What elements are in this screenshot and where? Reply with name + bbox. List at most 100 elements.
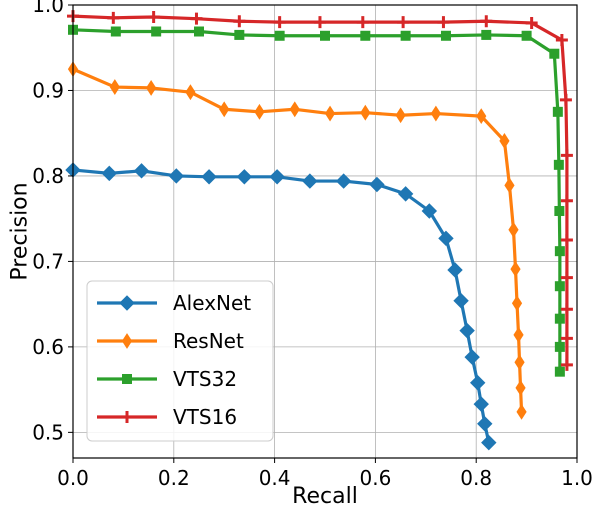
alexnet-point — [453, 293, 469, 309]
vts32-point — [553, 159, 564, 170]
vts16-point — [190, 12, 203, 25]
y-axis-label: Precision — [8, 182, 33, 280]
resnet-point — [185, 84, 196, 101]
alexnet-point — [201, 169, 217, 185]
vts16-point — [555, 34, 568, 47]
legend-label-resnet: ResNet — [173, 329, 244, 353]
x-tick-label: 0.0 — [57, 466, 89, 490]
legend-label-vts32: VTS32 — [173, 367, 237, 391]
vts32-point — [481, 29, 492, 40]
y-tick-label: 0.6 — [32, 335, 64, 359]
legend-box — [86, 280, 274, 442]
resnet-point — [508, 221, 519, 238]
resnet-point — [499, 132, 510, 149]
vts16-point — [560, 358, 573, 371]
resnet-point — [510, 261, 521, 278]
alexnet-point — [302, 173, 318, 189]
vts16-point — [560, 271, 573, 284]
resnet-point — [109, 79, 120, 95]
vts32-point — [554, 341, 565, 352]
alexnet-point — [269, 169, 285, 185]
vts32-point — [554, 366, 565, 377]
vts32-point — [360, 30, 371, 41]
vts16-point — [560, 303, 573, 316]
legend-label-vts16: VTS16 — [173, 405, 237, 429]
resnet-point — [504, 177, 515, 194]
x-tick-label: 0.4 — [259, 466, 291, 490]
alexnet-point — [335, 173, 352, 189]
y-tick-label: 0.9 — [32, 78, 64, 102]
x-tick-label: 1.0 — [561, 466, 593, 490]
resnet-point — [360, 104, 371, 121]
alexnet-point — [477, 416, 493, 432]
plot-frame — [72, 4, 578, 459]
vts32-point — [552, 106, 563, 117]
vts32-point — [274, 30, 285, 41]
series-resnet — [67, 61, 527, 420]
vts16-point — [560, 332, 573, 345]
x-tick-label: 0.8 — [460, 466, 492, 490]
vts32-point — [554, 205, 565, 216]
vts16-point — [437, 16, 450, 29]
axis-ticks: 0.0 0.2 0.4 0.6 0.8 1.0 0.5 0.6 0.7 0.8 0.9 1.0 — [32, 0, 593, 490]
vts32-point — [400, 30, 411, 41]
vts32-point — [554, 313, 565, 324]
resnet-point — [513, 326, 524, 343]
vts16-point — [273, 16, 286, 29]
legend-items: AlexNet ResNet VTS32 VTS16 — [97, 291, 251, 429]
resnet-point — [511, 295, 523, 312]
alexnet-point — [133, 163, 150, 179]
y-tick-label: 0.8 — [32, 164, 64, 188]
resnet-point — [395, 107, 406, 124]
resnet-point — [146, 79, 157, 96]
legend: AlexNet ResNet VTS32 VTS16 — [86, 280, 274, 442]
legend-item-vts32: VTS32 — [97, 367, 237, 391]
legend-item-resnet: ResNet — [97, 329, 244, 353]
vts16-point — [560, 234, 573, 247]
alexnet-point — [421, 203, 438, 219]
y-tick-label: 0.7 — [32, 249, 64, 273]
alexnet-point — [470, 375, 486, 391]
vts16-point — [313, 16, 326, 29]
legend-marker-vts16 — [121, 411, 133, 423]
vts32-point — [320, 30, 330, 41]
alexnet-point — [101, 165, 117, 182]
alexnet-point — [481, 434, 497, 451]
legend-marker-alexnet — [119, 295, 135, 311]
x-axis-label: Recall — [292, 484, 358, 509]
series-vts32 — [68, 24, 565, 377]
y-tick-label: 0.5 — [32, 420, 64, 444]
vts16-point — [560, 194, 573, 207]
y-tick-label: 1.0 — [32, 0, 64, 17]
x-tick-label: 0.2 — [158, 466, 190, 490]
resnet-point — [515, 379, 526, 396]
vts32-point — [151, 26, 162, 37]
vts16-point — [560, 149, 573, 162]
x-tick-label: 0.6 — [359, 466, 391, 490]
alexnet-point — [397, 186, 414, 202]
vts32-point — [440, 30, 451, 41]
legend-item-vts16: VTS16 — [97, 405, 237, 429]
alexnet-point — [438, 230, 454, 247]
resnet-point — [289, 101, 300, 118]
series-lines — [65, 10, 573, 451]
series-alexnet — [65, 162, 497, 451]
vts16-point — [147, 10, 160, 23]
vts32-point — [194, 26, 204, 37]
vts16-point — [107, 11, 120, 24]
resnet-point — [476, 108, 487, 125]
vts16-point — [525, 16, 538, 29]
alexnet-point — [236, 169, 253, 185]
series-vts16 — [67, 10, 573, 371]
alexnet-point — [459, 322, 475, 339]
resnet-point — [514, 354, 525, 371]
vts32-point — [554, 281, 565, 292]
vts32-point — [110, 26, 121, 37]
legend-marker-vts32 — [122, 374, 132, 384]
vts16-point — [356, 16, 369, 29]
resnet-point — [219, 101, 230, 118]
alexnet-point — [168, 168, 185, 184]
vts16-point — [397, 16, 410, 29]
legend-label-alexnet: AlexNet — [173, 291, 251, 315]
